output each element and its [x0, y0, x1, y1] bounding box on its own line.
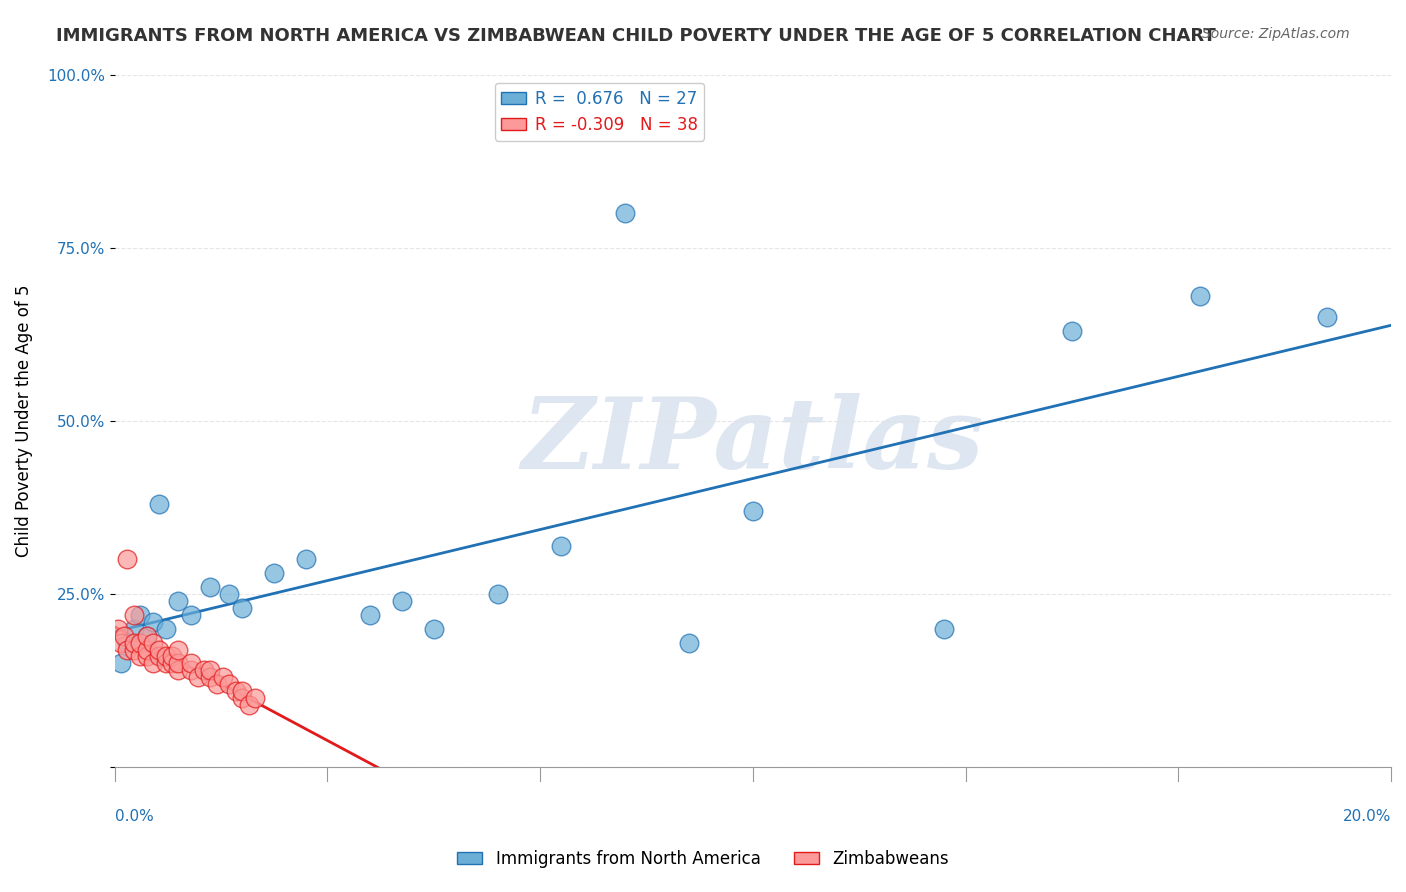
- Point: [155, 657, 177, 671]
- Point: [135, 649, 157, 664]
- Point: [142, 635, 165, 649]
- Point: [193, 663, 215, 677]
- Point: [117, 552, 139, 566]
- Point: [129, 607, 152, 622]
- Legend: Immigrants from North America, Zimbabweans: Immigrants from North America, Zimbabwea…: [450, 844, 956, 875]
- Point: [391, 594, 413, 608]
- Point: [167, 663, 190, 677]
- Point: [212, 670, 235, 684]
- Point: [122, 635, 145, 649]
- Point: [155, 622, 177, 636]
- Point: [614, 206, 637, 220]
- Legend: R =  0.676   N = 27, R = -0.309   N = 38: R = 0.676 N = 27, R = -0.309 N = 38: [495, 83, 704, 141]
- Point: [117, 635, 139, 649]
- Point: [122, 642, 145, 657]
- Point: [155, 649, 177, 664]
- Point: [148, 649, 170, 664]
- Point: [741, 504, 763, 518]
- Point: [167, 657, 190, 671]
- Text: IMMIGRANTS FROM NORTH AMERICA VS ZIMBABWEAN CHILD POVERTY UNDER THE AGE OF 5 COR: IMMIGRANTS FROM NORTH AMERICA VS ZIMBABW…: [56, 27, 1216, 45]
- Point: [225, 684, 247, 698]
- Text: ZIPatlas: ZIPatlas: [522, 393, 984, 490]
- Point: [1316, 310, 1339, 324]
- Point: [486, 587, 509, 601]
- Point: [200, 580, 222, 594]
- Point: [160, 649, 183, 664]
- Point: [422, 622, 444, 636]
- Text: 0.0%: 0.0%: [115, 809, 153, 824]
- Point: [200, 663, 222, 677]
- Point: [231, 691, 253, 706]
- Point: [200, 670, 222, 684]
- Point: [359, 607, 381, 622]
- Point: [180, 663, 202, 677]
- Point: [129, 635, 152, 649]
- Point: [142, 615, 165, 629]
- Y-axis label: Child Poverty Under the Age of 5: Child Poverty Under the Age of 5: [15, 285, 32, 558]
- Point: [180, 607, 202, 622]
- Point: [238, 698, 260, 712]
- Point: [122, 622, 145, 636]
- Point: [148, 497, 170, 511]
- Text: Source: ZipAtlas.com: Source: ZipAtlas.com: [1202, 27, 1350, 41]
- Point: [678, 635, 700, 649]
- Point: [129, 649, 152, 664]
- Point: [218, 587, 240, 601]
- Point: [142, 657, 165, 671]
- Point: [231, 601, 253, 615]
- Point: [295, 552, 318, 566]
- Point: [205, 677, 228, 691]
- Point: [135, 629, 157, 643]
- Point: [934, 622, 956, 636]
- Point: [167, 642, 190, 657]
- Point: [110, 635, 132, 649]
- Point: [550, 539, 572, 553]
- Point: [160, 657, 183, 671]
- Point: [263, 566, 285, 581]
- Point: [135, 642, 157, 657]
- Point: [1188, 289, 1211, 303]
- Point: [218, 677, 240, 691]
- Point: [110, 657, 132, 671]
- Point: [122, 607, 145, 622]
- Point: [135, 629, 157, 643]
- Point: [112, 629, 135, 643]
- Point: [187, 670, 209, 684]
- Point: [167, 594, 190, 608]
- Point: [1060, 324, 1083, 338]
- Point: [231, 684, 253, 698]
- Point: [180, 657, 202, 671]
- Point: [107, 622, 129, 636]
- Point: [243, 691, 266, 706]
- Point: [148, 642, 170, 657]
- Point: [117, 642, 139, 657]
- Text: 20.0%: 20.0%: [1343, 809, 1391, 824]
